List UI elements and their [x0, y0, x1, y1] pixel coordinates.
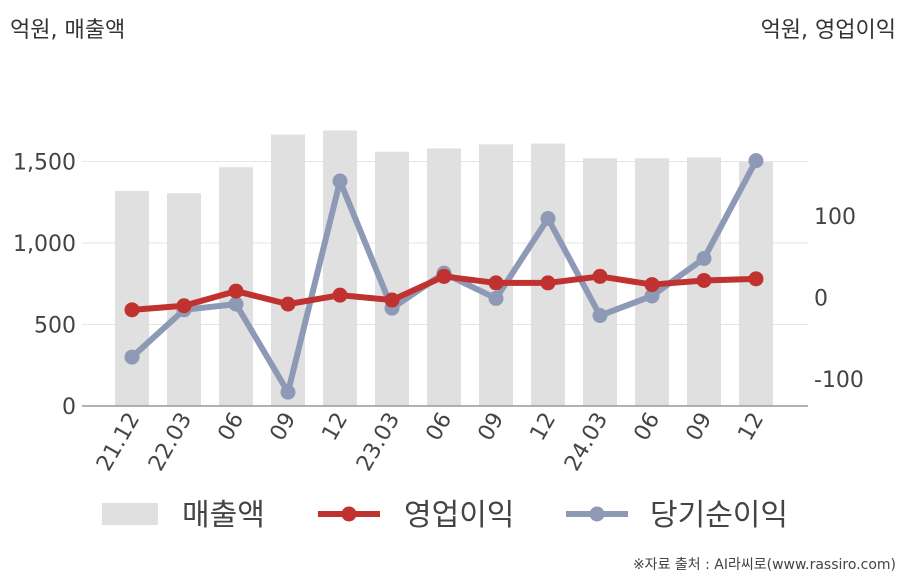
x-tick-label: 23.03: [352, 409, 405, 476]
x-tick-label: 09: [682, 409, 718, 446]
data-point: [592, 308, 608, 324]
x-tick-label: 09: [266, 409, 302, 446]
data-point: [228, 283, 244, 299]
x-tick-label: 12: [318, 409, 354, 446]
data-point: [228, 296, 244, 312]
legend-label: 당기순이익: [650, 498, 788, 533]
bar: [531, 143, 565, 406]
left-tick-label: 0: [62, 395, 76, 420]
data-point: [592, 268, 608, 284]
data-point: [748, 271, 764, 287]
bar: [479, 144, 513, 406]
legend-label: 매출액: [182, 498, 265, 533]
x-tick-label: 06: [214, 409, 250, 446]
legend-swatch-bar: [102, 503, 158, 525]
legend-swatch-point: [589, 506, 605, 522]
data-point: [748, 153, 764, 169]
x-tick-label: 24.03: [560, 409, 613, 476]
bar: [271, 134, 305, 407]
left-axis-unit: 억원, 매출액: [10, 18, 126, 43]
x-tick-label: 06: [422, 409, 458, 446]
data-point: [384, 292, 400, 308]
data-point: [124, 302, 140, 318]
data-point: [644, 288, 660, 304]
legend: 매출액 영업이익 당기순이익: [102, 498, 788, 533]
x-tick-label: 21.12: [92, 409, 145, 476]
data-point: [332, 173, 348, 189]
legend-label: 영업이익: [404, 498, 514, 533]
bar: [115, 190, 149, 406]
data-point: [488, 275, 504, 291]
source-note: ※자료 출처 : AI라씨로(www.rassiro.com): [632, 557, 896, 573]
data-point: [696, 272, 712, 288]
data-point: [280, 384, 296, 400]
data-point: [280, 296, 296, 312]
left-tick-label: 500: [34, 314, 76, 339]
right-tick-label: -100: [814, 368, 864, 393]
data-point: [436, 268, 452, 284]
x-tick-label: 09: [474, 409, 510, 446]
data-point: [540, 211, 556, 227]
data-point: [176, 298, 192, 314]
data-point: [332, 287, 348, 303]
x-tick-label: 06: [630, 409, 666, 446]
left-tick-label: 1,000: [13, 232, 76, 257]
right-tick-label: 0: [814, 287, 828, 312]
bar: [323, 130, 357, 406]
legend-swatch-point: [341, 506, 357, 522]
x-tick-label: 22.03: [144, 409, 197, 476]
data-point: [488, 290, 504, 306]
data-point: [696, 250, 712, 266]
x-tick-label: 12: [734, 409, 770, 446]
data-point: [644, 277, 660, 293]
right-axis-unit: 억원, 영업이익: [760, 18, 896, 43]
left-tick-label: 1,500: [13, 151, 76, 176]
data-point: [540, 275, 556, 291]
data-point: [124, 349, 140, 365]
right-tick-label: 100: [814, 205, 856, 230]
x-tick-label: 12: [526, 409, 562, 446]
